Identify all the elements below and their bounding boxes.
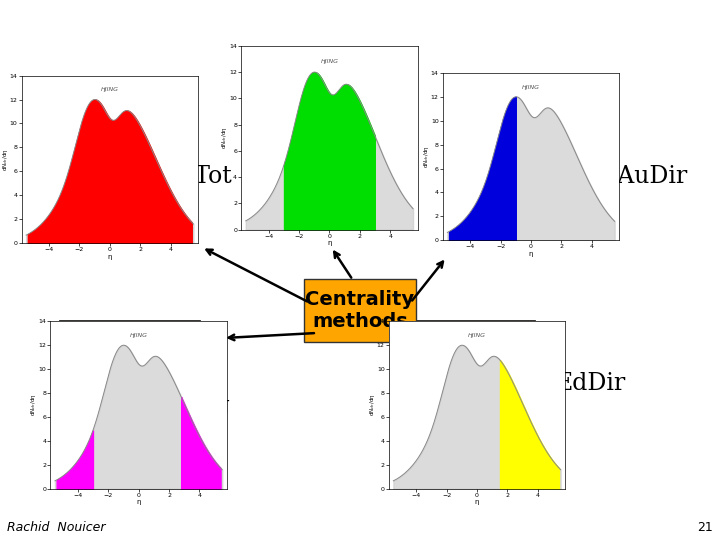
Text: HJING: HJING bbox=[130, 333, 148, 338]
Text: ETot: ETot bbox=[178, 165, 233, 188]
Text: HJING: HJING bbox=[468, 333, 486, 338]
Y-axis label: dN$_{ch}$/dη: dN$_{ch}$/dη bbox=[30, 394, 38, 416]
Text: Rachid  Nouicer: Rachid Nouicer bbox=[7, 521, 106, 534]
Y-axis label: dN$_{ch}$/dη: dN$_{ch}$/dη bbox=[1, 148, 9, 171]
X-axis label: η: η bbox=[136, 500, 141, 505]
Text: HJING: HJING bbox=[101, 87, 119, 92]
Text: HJING: HJING bbox=[522, 85, 540, 90]
Text: EOct: EOct bbox=[327, 160, 386, 183]
Text: 21: 21 bbox=[697, 521, 713, 534]
Y-axis label: dN$_{ch}$/dη: dN$_{ch}$/dη bbox=[368, 394, 377, 416]
Text: 5) ERing method
3 < |η| < 5.4: 5) ERing method 3 < |η| < 5.4 bbox=[81, 326, 179, 350]
Text: Five Distinct Silicon Centrality Methods  for Cross Checks: Five Distinct Silicon Centrality Methods… bbox=[0, 5, 720, 30]
Text: EAuDir: EAuDir bbox=[600, 165, 688, 188]
FancyBboxPatch shape bbox=[246, 59, 387, 97]
X-axis label: η: η bbox=[528, 251, 534, 257]
Text: 3) EAuDir method
η < -3: 3) EAuDir method η < -3 bbox=[474, 102, 577, 125]
X-axis label: η: η bbox=[107, 254, 112, 260]
Y-axis label: dN$_{ch}$/dη: dN$_{ch}$/dη bbox=[422, 145, 431, 168]
Y-axis label: dN$_{ch}$/dη: dN$_{ch}$/dη bbox=[220, 126, 229, 149]
Text: ERing: ERing bbox=[158, 395, 231, 418]
FancyBboxPatch shape bbox=[451, 94, 600, 132]
Text: 2) EOct method
| η | < 3: 2) EOct method | η | < 3 bbox=[271, 66, 363, 90]
FancyBboxPatch shape bbox=[304, 279, 416, 342]
FancyBboxPatch shape bbox=[41, 94, 179, 132]
Text: 1) ETot method
| η | < 5.4: 1) ETot method | η | < 5.4 bbox=[65, 102, 155, 125]
FancyBboxPatch shape bbox=[405, 320, 535, 356]
X-axis label: η: η bbox=[327, 240, 332, 246]
FancyBboxPatch shape bbox=[59, 320, 200, 356]
Text: HJING: HJING bbox=[320, 59, 338, 64]
Text: 4) EdDir method
η > 3: 4) EdDir method η > 3 bbox=[421, 327, 518, 349]
Text: Centrality
methods: Centrality methods bbox=[305, 290, 415, 331]
Text: EdDir: EdDir bbox=[555, 372, 626, 395]
X-axis label: η: η bbox=[474, 500, 480, 505]
